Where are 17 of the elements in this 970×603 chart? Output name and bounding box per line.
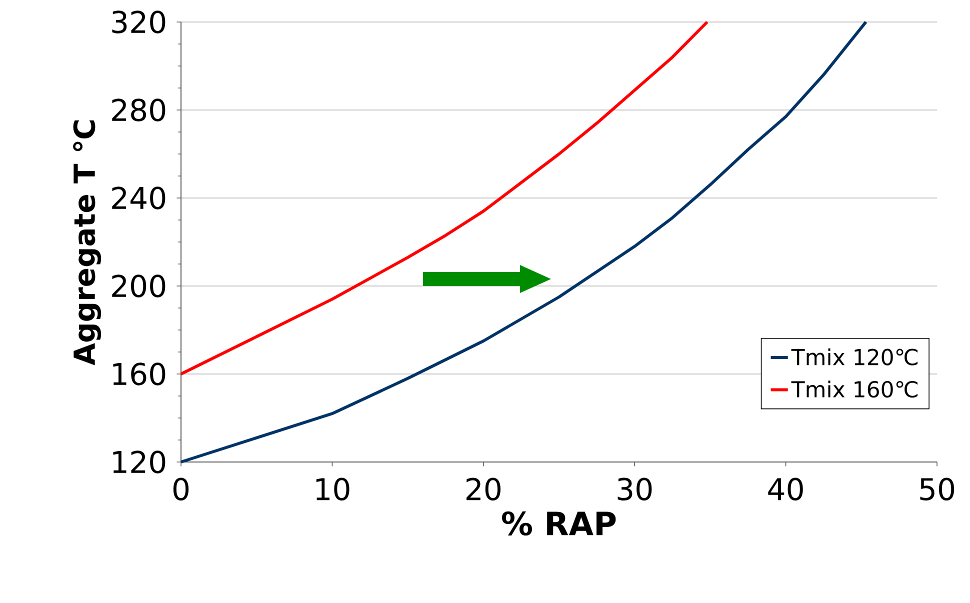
x-tick-label: 10: [316, 478, 350, 500]
x-axis-title: % RAP: [502, 511, 616, 536]
line-series: [180, 20, 709, 376]
y-tick-label: 120: [113, 450, 166, 474]
y-tick-label: 320: [112, 10, 166, 34]
x-tick-label: 0: [173, 478, 189, 500]
legend-label: Tmix 160℃: [791, 380, 918, 398]
y-axis-title: Aggregate T ℃: [73, 120, 102, 366]
x-tick-label: 30: [618, 478, 652, 500]
x-tick-label: 50: [920, 478, 954, 500]
y-tick-label: 240: [112, 186, 166, 210]
y-tick-label: 200: [112, 274, 166, 298]
legend-label: Tmix 120℃: [791, 348, 918, 366]
y-tick-label: 160: [113, 362, 166, 386]
x-tick-label: 40: [768, 478, 803, 500]
y-tick-label: 280: [112, 98, 166, 122]
x-tick-label: 20: [466, 478, 500, 500]
